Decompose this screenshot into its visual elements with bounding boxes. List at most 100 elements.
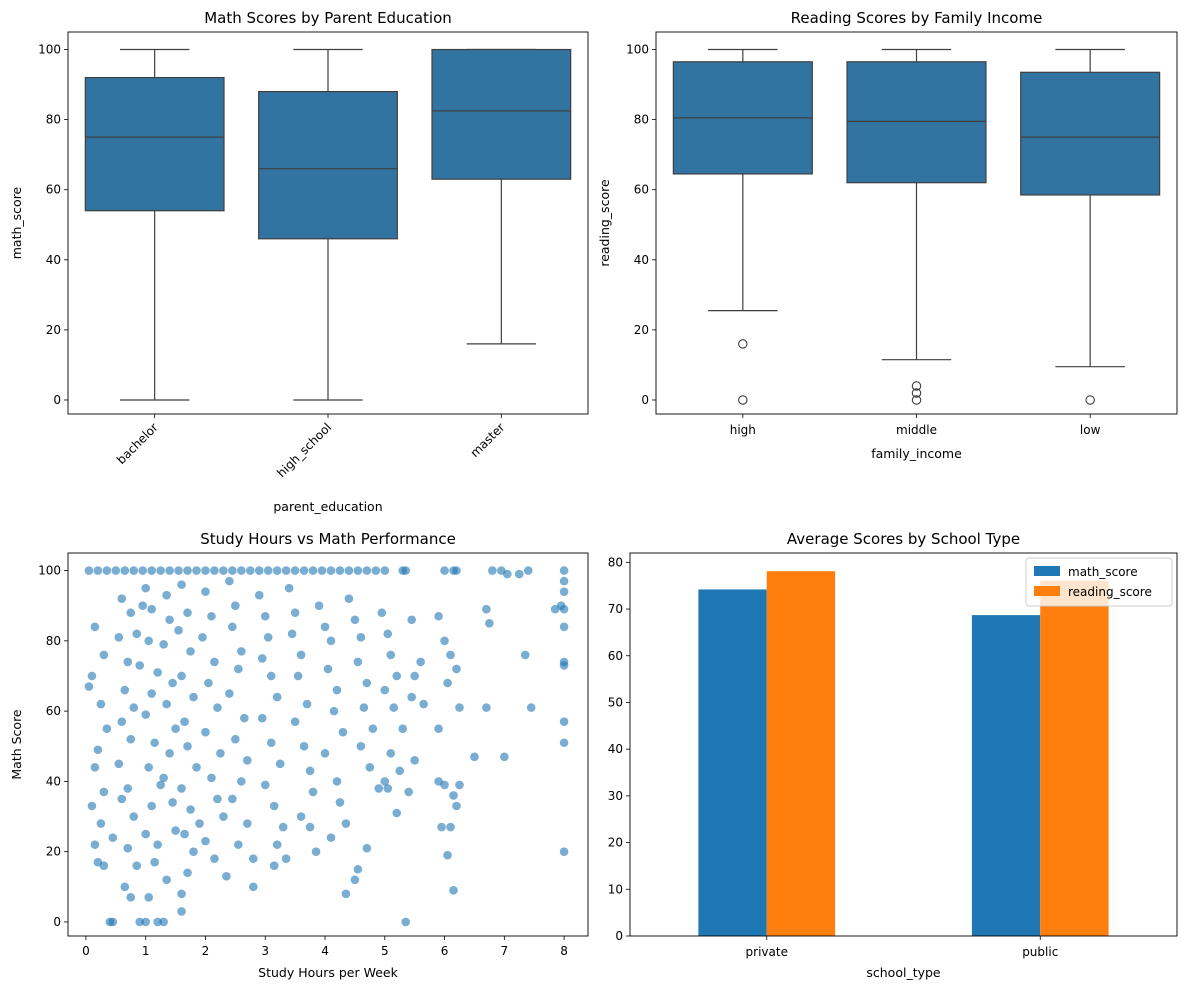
scatter-point [120, 566, 130, 575]
scatter-point [96, 819, 106, 828]
scatter-point [90, 622, 100, 632]
x-tick-label: 0 [82, 944, 90, 958]
scatter-point [147, 801, 156, 811]
scatter-point [362, 566, 372, 575]
scatter-point [177, 907, 186, 916]
scatter-point [559, 717, 569, 726]
scatter-point [237, 777, 246, 786]
scatter-point [162, 875, 171, 885]
scatter-point [407, 615, 416, 625]
scatter-point [434, 724, 443, 733]
scatter-point [482, 703, 491, 712]
scatter-point [96, 699, 106, 709]
scatter-point [219, 812, 228, 821]
scatter-point [132, 629, 142, 639]
box-outlier [1085, 395, 1095, 405]
scatter-point [272, 692, 282, 702]
scatter-point [356, 633, 366, 642]
scatter-point [293, 671, 303, 681]
x-axis-label: parent_education [273, 499, 382, 514]
scatter-point [168, 798, 177, 807]
scatter-point [231, 734, 240, 744]
scatter-point [150, 738, 159, 748]
scatter-point [392, 671, 402, 681]
scatter-point [452, 664, 461, 674]
scatter-point [404, 787, 413, 797]
y-tick-label: 100 [38, 43, 61, 57]
scatter-point [177, 889, 186, 899]
x-tick-label: 5 [381, 944, 389, 958]
scatter-point [314, 601, 324, 611]
scatter-point [269, 801, 279, 811]
scatter-point [410, 671, 419, 681]
chart-title: Average Scores by School Type [787, 530, 1020, 548]
scatter-point [248, 882, 258, 892]
scatter-point [503, 569, 512, 579]
scatter-point [147, 566, 156, 575]
scatter-point [365, 763, 375, 772]
scatter-point [219, 566, 228, 575]
scatter-point [207, 611, 216, 621]
scatter-point [120, 685, 130, 695]
scatter-point [186, 647, 195, 656]
scatter-point [299, 566, 309, 575]
scatter-point [204, 678, 213, 688]
scatter-point [482, 604, 491, 614]
scatter-point [216, 748, 225, 758]
scatter-point [455, 703, 464, 712]
scatter-point [84, 566, 94, 575]
scatter-point [174, 626, 183, 635]
scatter-point [350, 615, 360, 625]
scatter-point [183, 608, 192, 618]
y-tick-label: 100 [626, 43, 649, 57]
y-tick-label: 10 [608, 882, 623, 896]
scatter-point [84, 682, 94, 691]
y-tick-label: 20 [608, 836, 623, 850]
axes-frame [655, 31, 1178, 415]
y-tick-label: 40 [46, 253, 61, 267]
scatter-point [362, 843, 372, 853]
scatter-point [278, 822, 288, 832]
scatter-point [272, 840, 282, 849]
scatter-point [210, 657, 219, 667]
scatter-point [374, 784, 384, 793]
scatter-point [455, 780, 464, 790]
axes-frame [67, 31, 589, 415]
scatter-point [99, 650, 109, 660]
legend-box [1025, 557, 1173, 607]
scatter-point [192, 763, 201, 772]
box-iqr [846, 61, 987, 184]
scatter-point [368, 724, 378, 733]
scatter-point [254, 590, 264, 600]
scatter-point [526, 703, 536, 712]
scatter-point [177, 580, 186, 589]
scatter-point [102, 566, 112, 575]
scatter-point [243, 819, 252, 828]
scatter-point [168, 678, 177, 688]
scatter-point [284, 583, 294, 593]
x-tick-label: 8 [560, 944, 568, 958]
scatter-point [186, 805, 195, 814]
y-tick-label: 20 [634, 323, 649, 337]
scatter-point [559, 738, 569, 748]
scatter-point [141, 583, 151, 593]
x-tick-label: 4 [321, 944, 329, 958]
y-tick-label: 60 [46, 183, 61, 197]
scatter-point [144, 763, 153, 772]
scatter-point [257, 713, 267, 723]
scatter-point [514, 569, 524, 579]
scatter-point [559, 661, 569, 670]
scatter-point [180, 829, 189, 839]
scatter-point [123, 784, 133, 793]
scatter-point [380, 777, 390, 786]
y-tick-label: 0 [615, 929, 623, 943]
scatter-point [132, 861, 142, 871]
scatter-point [141, 710, 151, 719]
scatter-point [210, 854, 219, 863]
scatter-point [443, 678, 452, 688]
scatter-point [275, 759, 285, 769]
scatter-point [135, 917, 145, 927]
scatter-point [353, 566, 363, 575]
scatter-point [407, 692, 416, 702]
